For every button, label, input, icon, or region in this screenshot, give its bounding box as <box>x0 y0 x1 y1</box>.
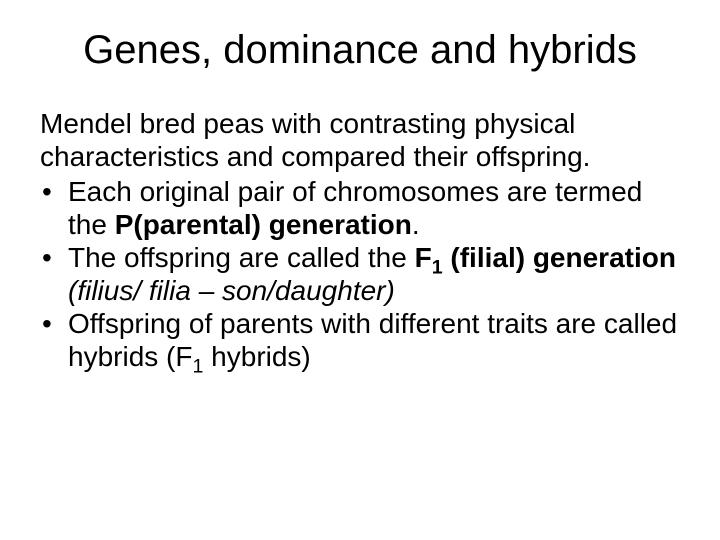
slide: Genes, dominance and hybrids Mendel bred… <box>0 0 720 540</box>
italic-note: (filius/ filia – son/daughter) <box>68 275 395 306</box>
bullet-list: Each original pair of chromosomes are te… <box>40 175 680 373</box>
bold-text: F <box>415 242 432 273</box>
bold-term: P(parental) generation <box>115 209 412 240</box>
slide-body: Mendel bred peas with contrasting physic… <box>40 107 680 373</box>
bullet-item: Offspring of parents with different trai… <box>40 307 680 373</box>
subscript: 1 <box>192 356 203 378</box>
bullet-item: Each original pair of chromosomes are te… <box>40 175 680 241</box>
bullet-text: hybrids) <box>203 341 310 372</box>
intro-paragraph: Mendel bred peas with contrasting physic… <box>40 107 680 173</box>
term-text: F <box>175 341 192 372</box>
bold-text: (filial) generation <box>443 242 676 273</box>
bullet-text: Offspring of parents with different trai… <box>68 308 677 372</box>
bullet-text: . <box>412 209 420 240</box>
bold-term: F1 (filial) generation <box>415 242 676 273</box>
bullet-item: The offspring are called the F1 (filial)… <box>40 241 680 307</box>
slide-title: Genes, dominance and hybrids <box>40 28 680 73</box>
bullet-text: The offspring are called the <box>68 242 415 273</box>
subscript: 1 <box>432 257 443 279</box>
